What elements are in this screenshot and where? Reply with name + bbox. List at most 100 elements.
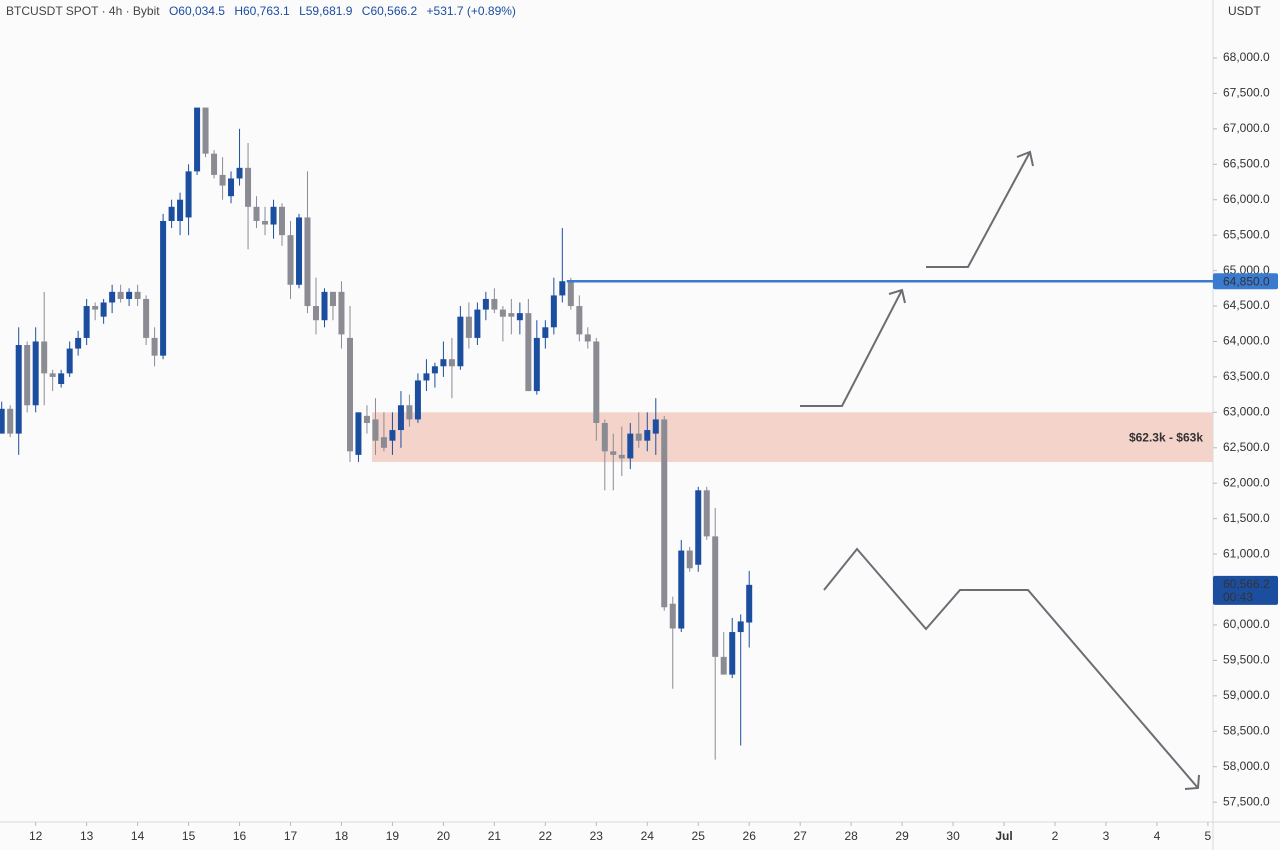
candle-body	[7, 408, 14, 434]
candle-body	[0, 408, 5, 434]
candle-body	[661, 419, 668, 608]
y-tick-label: 66,500.0	[1223, 156, 1270, 170]
candle-body	[109, 291, 116, 303]
candle-body	[703, 490, 710, 537]
projection-up-2	[926, 151, 1031, 268]
x-tick-label: 13	[80, 829, 94, 843]
candle-body	[177, 199, 184, 221]
candle-body	[49, 373, 56, 377]
candle-body	[202, 107, 209, 154]
candle-body	[228, 178, 235, 197]
candle-body	[720, 656, 727, 675]
candle-body	[423, 373, 430, 381]
y-tick-label: 62,500.0	[1223, 440, 1270, 454]
candle-body	[151, 337, 158, 356]
candle-body	[516, 313, 523, 321]
candle-body	[245, 167, 252, 207]
candle-body	[406, 405, 413, 420]
x-tick-label: 22	[539, 829, 553, 843]
y-tick-label: 59,500.0	[1223, 653, 1270, 667]
x-tick-label: 5	[1205, 829, 1212, 843]
projection-up-1	[800, 289, 903, 407]
candle-body	[389, 430, 396, 441]
y-tick-label: 59,000.0	[1223, 688, 1270, 702]
y-tick-label: 57,500.0	[1223, 794, 1270, 808]
y-tick-label: 60,000.0	[1223, 617, 1270, 631]
candle-body	[593, 341, 600, 423]
candle-body	[185, 171, 192, 218]
x-tick-label: 16	[233, 829, 247, 843]
candle-body	[686, 550, 693, 569]
candle-body	[32, 341, 39, 406]
candle-body	[550, 295, 557, 328]
x-tick-label: 19	[386, 829, 400, 843]
arrowhead	[888, 288, 906, 304]
arrowhead	[1184, 774, 1200, 790]
candle-body	[712, 536, 719, 657]
candle-body	[695, 490, 702, 565]
candle-body	[92, 306, 99, 310]
x-tick-label: 2	[1052, 829, 1059, 843]
y-tick-label: 58,000.0	[1223, 759, 1270, 773]
candle-body	[576, 306, 583, 335]
candle-body	[601, 422, 608, 452]
change: +531.7 (+0.89%)	[427, 4, 516, 18]
candle-body	[567, 281, 574, 307]
x-tick-label: 24	[641, 829, 655, 843]
candle-body	[117, 291, 124, 299]
candle-body	[15, 345, 22, 434]
candle-body	[262, 220, 269, 225]
candle-body	[372, 419, 379, 441]
candle-body	[66, 348, 73, 374]
candle-body	[431, 366, 438, 374]
y-tick-label: 62,000.0	[1223, 475, 1270, 489]
x-tick-label: 25	[692, 829, 706, 843]
candle-body	[304, 217, 311, 307]
candle-body	[41, 341, 48, 374]
projections	[800, 150, 1200, 790]
ohlc-close: C60,566.2	[362, 4, 418, 18]
x-tick-label: 18	[335, 829, 349, 843]
ohlc-low: L59,681.9	[299, 4, 353, 18]
candle-body	[253, 206, 260, 221]
x-tick-label: 21	[488, 829, 502, 843]
candle-body	[627, 433, 634, 459]
candle-body	[729, 632, 736, 675]
candle-body	[397, 405, 404, 431]
x-tick-label: 15	[182, 829, 196, 843]
candle-body	[584, 334, 591, 342]
x-tick-label: 26	[743, 829, 757, 843]
ohlc-open: O60,034.5	[169, 4, 225, 18]
x-tick-label: 14	[131, 829, 145, 843]
candle-body	[610, 451, 617, 455]
candle-body	[329, 291, 336, 307]
candle-body	[346, 337, 353, 452]
y-tick-label: 66,000.0	[1223, 192, 1270, 206]
candle-body	[482, 298, 489, 310]
candle-body	[542, 327, 549, 338]
x-tick-label: 27	[793, 829, 807, 843]
y-tick-label: 64,500.0	[1223, 298, 1270, 312]
y-tick-label: 61,500.0	[1223, 511, 1270, 525]
candle-body	[618, 454, 625, 459]
candle-body	[457, 316, 464, 367]
x-tick-label: 12	[29, 829, 43, 843]
y-tick-label: 64,000.0	[1223, 334, 1270, 348]
candle-body	[24, 345, 31, 406]
candle-body	[533, 337, 540, 392]
y-tick-label: 65,500.0	[1223, 227, 1270, 241]
price-tag-label: 60,566.2	[1223, 577, 1270, 591]
y-tick-label: 61,000.0	[1223, 546, 1270, 560]
candle-body	[236, 167, 243, 179]
candle-body	[448, 359, 455, 367]
candle-body	[160, 220, 167, 356]
candle-body	[296, 217, 303, 285]
level-tag-label: 64,850.0	[1223, 274, 1270, 288]
candle-body	[474, 309, 481, 338]
candle-body	[219, 174, 226, 186]
candle-body	[678, 550, 685, 629]
candle-body	[134, 291, 141, 299]
y-tick-label: 63,500.0	[1223, 369, 1270, 383]
y-tick-label: 58,500.0	[1223, 723, 1270, 737]
